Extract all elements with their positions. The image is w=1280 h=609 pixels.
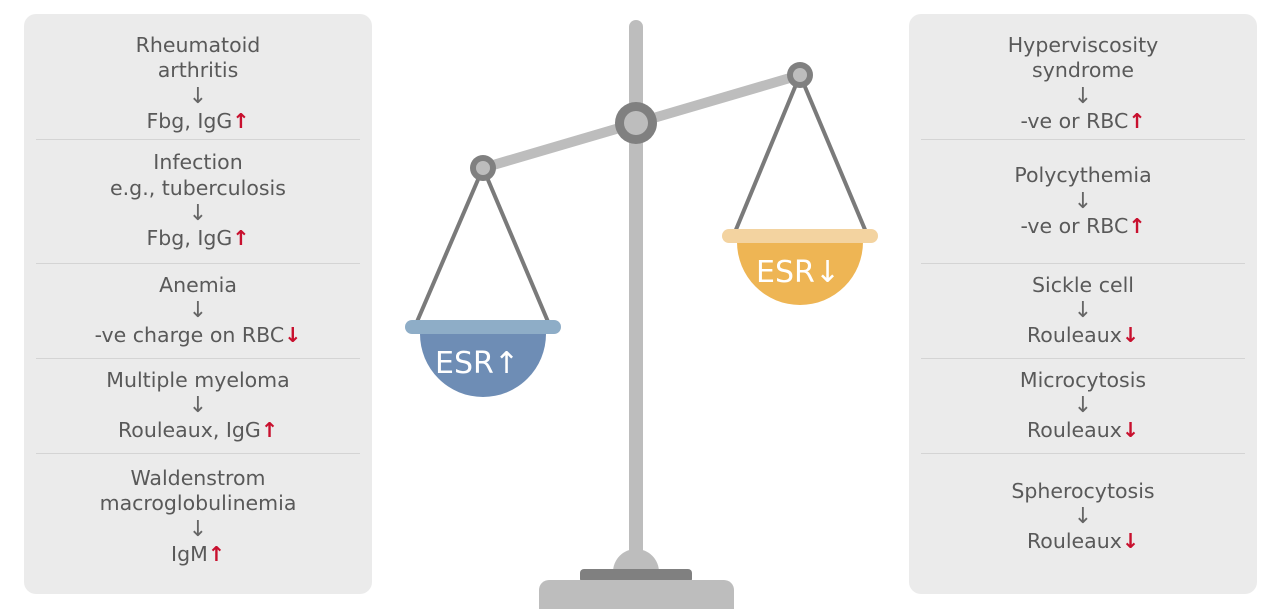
condition-item: Sickle cell ↓ Rouleaux↓ <box>921 263 1245 359</box>
right-pan: ESR↓ <box>722 62 878 305</box>
red-arrow-up-icon: ↑ <box>232 108 250 133</box>
condition-name: Sickle cell <box>1032 272 1134 297</box>
condition-item: Spherocytosis ↓ Rouleaux↓ <box>921 453 1245 580</box>
mechanism: IgM↑ <box>171 542 225 568</box>
condition-name: Waldenstrom <box>130 465 266 490</box>
condition-name: Anemia <box>159 272 237 297</box>
condition-item: Hyperviscosity syndrome ↓ -ve or RBC↑ <box>921 28 1245 140</box>
red-arrow-down-icon: ↓ <box>1121 529 1140 553</box>
left-pan: ESR↑ <box>405 155 561 397</box>
mechanism-text: Rouleaux <box>1026 323 1122 347</box>
red-arrow-down-icon: ↓ <box>1121 323 1140 347</box>
condition-name: syndrome <box>1032 58 1134 83</box>
condition-name: Polycythemia <box>1014 163 1152 187</box>
mechanism: Rouleaux↓ <box>1027 323 1139 349</box>
red-arrow-down-icon: ↓ <box>1121 418 1140 442</box>
esr-decrease-panel: Hyperviscosity syndrome ↓ -ve or RBC↑ Polycy… <box>909 14 1257 594</box>
mechanism-text: -ve or RBC <box>1020 213 1129 238</box>
arrow-down-icon: ↓ <box>1073 83 1093 109</box>
mechanism: -ve or RBC↑ <box>1020 109 1145 135</box>
condition-name: Multiple myeloma <box>106 367 290 392</box>
mechanism-text: Rouleaux <box>1026 529 1122 553</box>
mechanism-text: Fbg, IgG <box>146 226 233 251</box>
arrow-down-icon: ↓ <box>1073 298 1093 323</box>
condition-name: Rheumatoid <box>135 32 261 57</box>
mechanism: Rouleaux, IgG↑ <box>118 418 278 444</box>
red-arrow-up-icon: ↑ <box>232 226 250 251</box>
mechanism-text: Rouleaux, IgG <box>117 418 261 442</box>
mechanism: Rouleaux↓ <box>1027 418 1139 444</box>
scale-base-knob <box>613 549 659 572</box>
mechanism-text: Rouleaux <box>1026 418 1122 442</box>
right-pan-label: ESR↓ <box>756 255 840 290</box>
condition-name: Microcytosis <box>1019 367 1147 392</box>
arrow-down-icon: ↓ <box>1073 188 1093 214</box>
mechanism-text: IgM <box>171 541 208 566</box>
scale-base <box>539 580 734 609</box>
mechanism-text: -ve or RBC <box>1020 108 1129 133</box>
red-arrow-up-icon: ↑ <box>1128 213 1146 238</box>
red-arrow-up-icon: ↑ <box>207 541 225 566</box>
condition-name: Infection <box>153 150 243 175</box>
condition-item: Microcytosis ↓ Rouleaux↓ <box>921 358 1245 454</box>
condition-item: Infection e.g., tuberculosis ↓ Fbg, IgG↑ <box>36 139 360 264</box>
scale-base-plate <box>580 569 692 583</box>
left-pan-label: ESR↑ <box>435 346 519 381</box>
condition-item: Polycythemia ↓ -ve or RBC↑ <box>921 139 1245 264</box>
mechanism-text: Fbg, IgG <box>146 108 233 133</box>
mechanism: -ve or RBC↑ <box>1020 214 1145 240</box>
esr-increase-panel: Rheumatoid arthritis ↓ Fbg, IgG↑ Infection e.… <box>24 14 372 594</box>
condition-item: Multiple myeloma ↓ Rouleaux, IgG↑ <box>36 358 360 454</box>
arrow-down-icon: ↓ <box>188 83 208 109</box>
condition-name: arthritis <box>157 58 239 83</box>
arrow-down-icon: ↓ <box>188 516 208 542</box>
scale-pole <box>629 20 643 565</box>
mechanism: -ve charge on RBC↓ <box>95 323 302 349</box>
condition-name: Spherocytosis <box>1011 478 1155 503</box>
condition-item: Waldenstrom macroglobulinemia ↓ IgM↑ <box>36 453 360 580</box>
red-arrow-up-icon: ↑ <box>1128 108 1146 133</box>
arrow-down-icon: ↓ <box>188 298 208 323</box>
red-arrow-down-icon: ↓ <box>284 323 302 347</box>
red-arrow-up-icon: ↑ <box>260 418 279 442</box>
condition-name: Hyperviscosity <box>1007 32 1159 57</box>
arrow-down-icon: ↓ <box>188 393 208 418</box>
condition-item: Rheumatoid arthritis ↓ Fbg, IgG↑ <box>36 28 360 140</box>
condition-item: Anemia ↓ -ve charge on RBC↓ <box>36 263 360 359</box>
condition-name: macroglobulinemia <box>99 491 297 516</box>
mechanism: Fbg, IgG↑ <box>147 226 250 252</box>
mechanism: Fbg, IgG↑ <box>147 109 250 135</box>
arrow-down-icon: ↓ <box>1073 393 1093 418</box>
mechanism-text: -ve charge on RBC <box>94 323 285 347</box>
mechanism: Rouleaux↓ <box>1027 529 1139 555</box>
arrow-down-icon: ↓ <box>188 201 208 227</box>
arrow-down-icon: ↓ <box>1073 504 1093 529</box>
condition-name: e.g., tuberculosis <box>110 175 286 200</box>
